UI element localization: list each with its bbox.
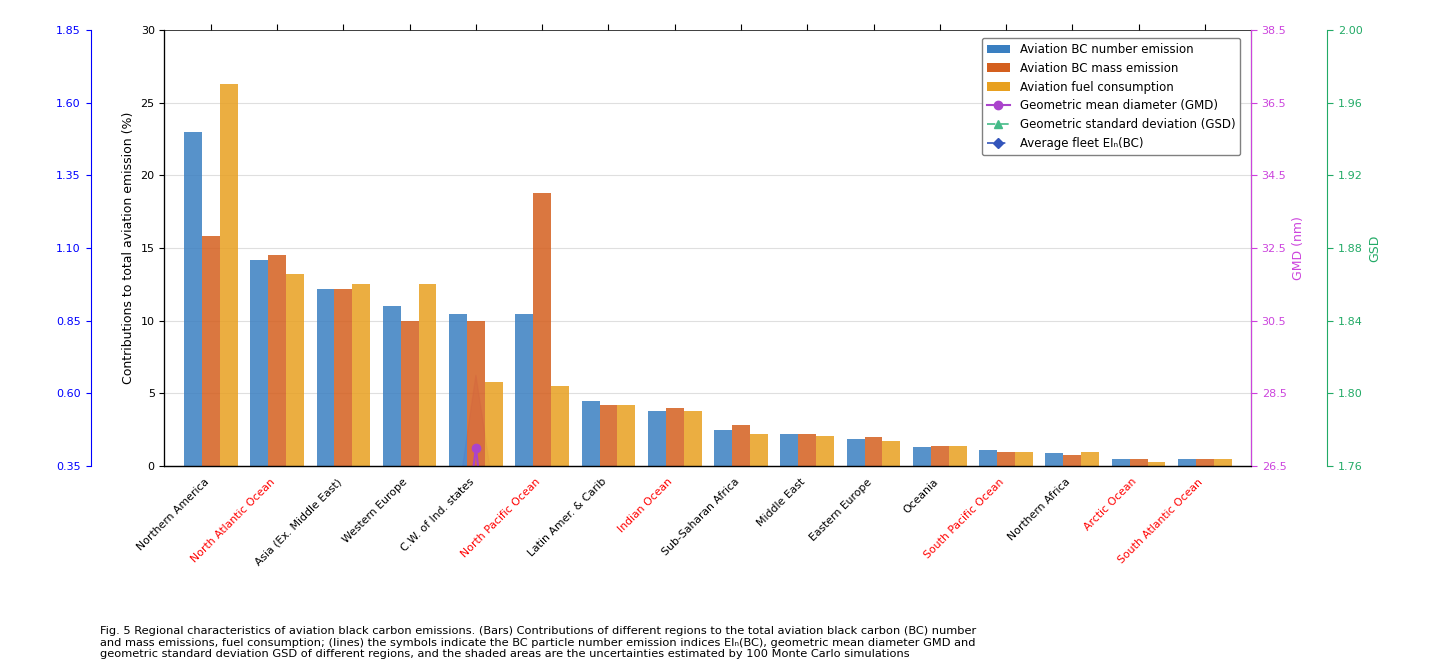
Bar: [1214, 459, 1231, 466]
Bar: [383, 306, 400, 466]
Bar: [1195, 459, 1214, 466]
Bar: [1081, 452, 1100, 466]
Bar: [912, 448, 931, 466]
Legend: Aviation BC number emission, Aviation BC mass emission, Aviation fuel consumptio: Aviation BC number emission, Aviation BC…: [982, 38, 1240, 155]
Bar: [684, 411, 702, 466]
Bar: [1045, 453, 1064, 466]
Bar: [335, 289, 352, 466]
Bar: [599, 405, 618, 466]
Bar: [449, 314, 468, 466]
Bar: [749, 434, 768, 466]
Bar: [533, 193, 551, 466]
Bar: [202, 236, 220, 466]
Bar: [551, 386, 569, 466]
Bar: [316, 289, 335, 466]
Bar: [781, 434, 798, 466]
Bar: [1147, 462, 1165, 466]
Y-axis label: GSD: GSD: [1369, 234, 1381, 262]
Bar: [485, 382, 503, 466]
Bar: [847, 439, 865, 466]
Bar: [931, 446, 948, 466]
Bar: [980, 450, 997, 466]
Bar: [582, 401, 599, 466]
Bar: [666, 408, 684, 466]
Bar: [1111, 459, 1130, 466]
Y-axis label: GMD (nm): GMD (nm): [1293, 216, 1306, 280]
Bar: [468, 321, 485, 466]
Bar: [184, 132, 202, 466]
Y-axis label: Contributions to total aviation emission (%): Contributions to total aviation emission…: [122, 112, 134, 384]
Bar: [250, 260, 269, 466]
Bar: [618, 405, 635, 466]
Bar: [1178, 459, 1195, 466]
Bar: [997, 452, 1015, 466]
Bar: [798, 434, 817, 466]
Bar: [419, 284, 436, 466]
Bar: [1015, 452, 1032, 466]
Bar: [220, 84, 237, 466]
Bar: [1064, 455, 1081, 466]
Text: Fig. 5 Regional characteristics of aviation black carbon emissions. (Bars) Contr: Fig. 5 Regional characteristics of aviat…: [100, 626, 977, 659]
Bar: [817, 436, 834, 466]
Bar: [286, 274, 305, 466]
Bar: [648, 411, 666, 466]
Bar: [400, 321, 419, 466]
Bar: [714, 430, 732, 466]
Bar: [269, 255, 286, 466]
Bar: [1130, 459, 1147, 466]
Bar: [515, 314, 533, 466]
Bar: [865, 437, 882, 466]
Bar: [732, 426, 749, 466]
Bar: [948, 446, 967, 466]
Bar: [352, 284, 370, 466]
Bar: [882, 442, 901, 466]
